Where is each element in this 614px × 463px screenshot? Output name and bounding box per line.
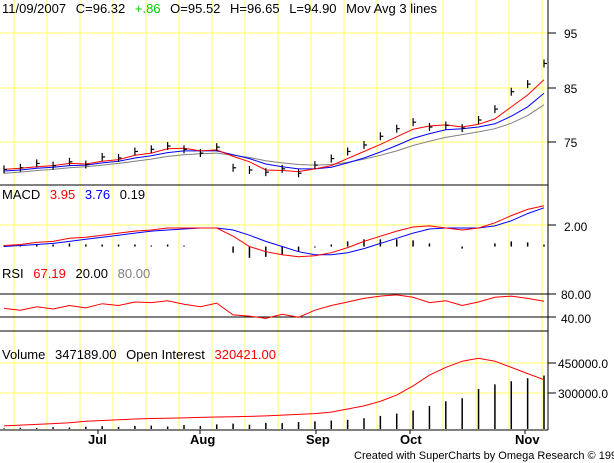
rsi-layer	[3, 294, 545, 319]
volume-tick-bottom: 300000.0	[558, 387, 608, 401]
grid	[0, 0, 548, 430]
macd-tick: 2.00	[564, 220, 588, 234]
price-tick-85: 85	[564, 82, 578, 96]
oi-value: 320421.00	[214, 347, 275, 362]
macd-signal-line	[3, 207, 545, 256]
volume-layer	[3, 357, 545, 429]
rsi-value3: 80.00	[118, 266, 151, 281]
header-open: O=95.52	[170, 1, 220, 16]
header-close: C=96.32	[76, 1, 126, 16]
rsi-title: RSI 67.19 20.00 80.00	[2, 266, 150, 281]
month-label-sep: Sep	[306, 432, 330, 447]
volume-title: Volume 347189.00 Open Interest 320421.00	[2, 347, 276, 362]
month-label-jul: Jul	[88, 432, 107, 447]
volume-tick-top: 450000.0	[558, 357, 608, 371]
macd-label: MACD	[2, 187, 40, 202]
ma-fast-line	[3, 79, 545, 173]
header-indicator: Mov Avg 3 lines	[346, 1, 437, 16]
header-date: 11/09/2007	[2, 1, 66, 16]
rsi-value1: 67.19	[33, 266, 66, 281]
month-label-oct: Oct	[400, 432, 422, 447]
macd-value1: 3.95	[50, 187, 75, 202]
credit-text: Created with SuperCharts by Omega Resear…	[354, 450, 614, 462]
ma-mid-line	[3, 92, 545, 172]
rsi-line	[3, 294, 545, 319]
volume-value: 347189.00	[55, 347, 116, 362]
axis-layer	[97, 32, 556, 434]
month-label-nov: Nov	[515, 432, 540, 447]
price-tick-75: 75	[564, 136, 578, 150]
volume-label: Volume	[2, 347, 45, 362]
header-change: +.86	[135, 1, 161, 16]
month-label-aug: Aug	[190, 432, 215, 447]
header-text: 11/09/2007 C=96.32 +.86 O=95.52 H=96.65 …	[2, 1, 437, 16]
ma-slow-line	[3, 104, 545, 174]
macd-title: MACD 3.95 3.76 0.19	[2, 187, 145, 202]
macd-layer	[3, 205, 545, 258]
open-interest-line	[3, 357, 545, 427]
oi-label: Open Interest	[126, 347, 205, 362]
macd-line	[3, 205, 545, 258]
rsi-tick-80: 80.00	[561, 288, 591, 302]
header-high: H=96.65	[230, 1, 280, 16]
header-low: L=94.90	[289, 1, 336, 16]
rsi-value2: 20.00	[75, 266, 108, 281]
macd-value2: 3.76	[85, 187, 110, 202]
price-tick-95: 95	[564, 27, 578, 41]
macd-value3: 0.19	[120, 187, 145, 202]
rsi-label: RSI	[2, 266, 24, 281]
price-layer	[3, 59, 547, 178]
rsi-tick-40: 40.00	[561, 312, 591, 326]
